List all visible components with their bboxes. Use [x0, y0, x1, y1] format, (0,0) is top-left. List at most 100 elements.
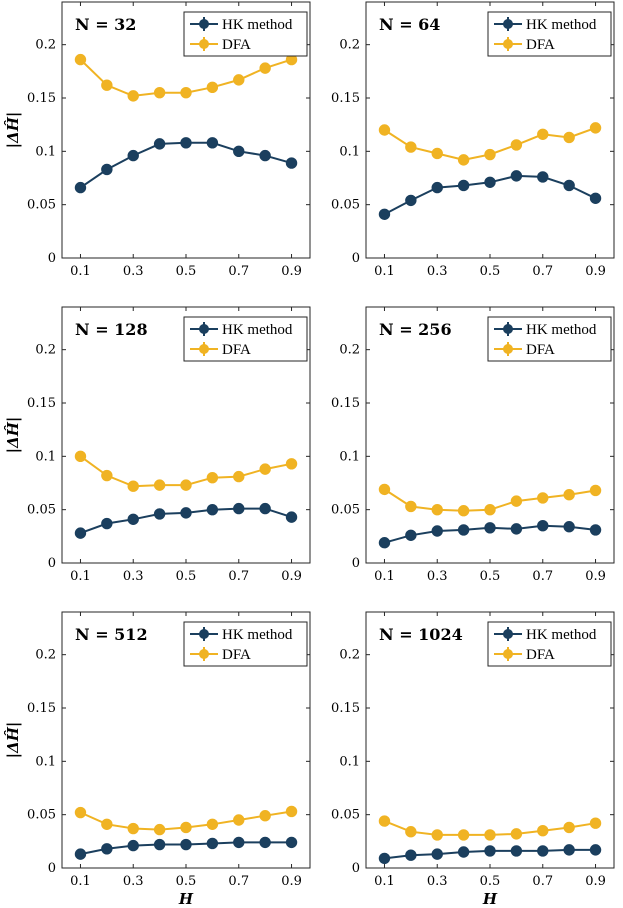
data-point-dfa	[233, 470, 245, 483]
data-point-dfa	[484, 148, 496, 161]
legend-marker	[199, 39, 209, 49]
data-point-hk-method	[285, 157, 298, 169]
x-tick-label: 0.7	[228, 264, 249, 279]
x-tick-label: 0.9	[585, 874, 606, 889]
legend: HK method DFA	[487, 621, 612, 667]
data-point-hk-method	[153, 138, 166, 150]
data-point-dfa	[180, 479, 192, 491]
data-point-hk-method	[457, 179, 470, 192]
data-point-hk-method	[378, 537, 391, 549]
data-point-dfa	[285, 458, 298, 470]
x-tick-label: 0.5	[480, 264, 501, 279]
data-point-hk-method	[101, 163, 113, 176]
y-tick-label: 0.2	[339, 343, 360, 358]
x-tick-label: 0.9	[281, 264, 302, 279]
legend-marker	[503, 19, 513, 29]
data-point-dfa	[259, 463, 271, 475]
legend-marker	[503, 39, 513, 49]
y-tick-label: 0.15	[331, 91, 360, 106]
panel-1: 0 0.05 0.1 0.15 0.2 0.1 0.3 0.5 0.7 0.9 N = 32 HK m…	[4, 1, 311, 279]
data-point-dfa	[405, 141, 417, 153]
data-point-dfa	[206, 81, 219, 94]
data-point-dfa	[101, 818, 113, 830]
data-point-dfa	[153, 823, 166, 836]
data-point-hk-method	[510, 845, 523, 857]
y-tick-label: 0.2	[35, 648, 56, 663]
x-tick-label: 0.5	[480, 569, 501, 584]
data-point-hk-method	[484, 176, 496, 188]
data-point-dfa	[74, 53, 87, 66]
x-tick-label: 0.3	[427, 874, 448, 889]
y-tick-label: 0	[352, 556, 360, 571]
x-tick-label: 0.5	[176, 874, 197, 889]
y-tick-label: 0.15	[331, 701, 360, 716]
data-point-hk-method	[101, 517, 113, 530]
x-tick-label: 0.1	[374, 874, 395, 889]
data-point-dfa	[74, 450, 87, 463]
data-point-hk-method	[510, 523, 523, 535]
data-point-hk-method	[405, 849, 417, 861]
data-point-hk-method	[484, 845, 496, 857]
data-point-hk-method	[563, 844, 575, 856]
x-tick-label: 0.1	[374, 569, 395, 584]
y-tick-label: 0	[48, 251, 56, 266]
legend-label: DFA	[222, 342, 251, 358]
data-point-hk-method	[563, 179, 575, 192]
x-tick-label: 0.9	[281, 569, 302, 584]
data-point-hk-method	[153, 508, 166, 520]
data-point-dfa	[259, 62, 271, 74]
data-point-dfa	[233, 74, 245, 86]
y-tick-label: 0.15	[331, 396, 360, 411]
data-point-hk-method	[484, 522, 496, 534]
y-tick-label: 0.15	[27, 396, 56, 411]
x-tick-label: 0.7	[228, 569, 249, 584]
legend-marker	[503, 629, 513, 639]
data-point-hk-method	[431, 525, 443, 537]
data-point-hk-method	[206, 137, 219, 149]
x-tick-label: 0.7	[532, 264, 553, 279]
legend-label: HK method	[222, 627, 293, 643]
data-point-dfa	[378, 124, 391, 136]
legend-label: DFA	[526, 647, 555, 663]
x-tick-label: 0.9	[585, 264, 606, 279]
data-point-hk-method	[127, 513, 139, 525]
data-point-dfa	[378, 815, 391, 827]
y-tick-label: 0.1	[339, 449, 360, 464]
panel-title: N = 128	[75, 320, 148, 339]
data-point-hk-method	[285, 836, 298, 849]
panel-title: N = 256	[379, 320, 452, 339]
x-tick-label: 0.1	[70, 569, 91, 584]
legend-label: DFA	[526, 342, 555, 358]
x-tick-label: 0.9	[281, 874, 302, 889]
data-point-hk-method	[233, 145, 245, 158]
data-point-hk-method	[431, 848, 443, 860]
data-point-hk-method	[127, 839, 139, 852]
legend-marker	[503, 324, 513, 334]
data-point-hk-method	[101, 843, 113, 855]
y-tick-label: 0.15	[27, 91, 56, 106]
data-point-hk-method	[537, 519, 549, 532]
data-point-dfa	[127, 480, 139, 492]
y-tick-label: 0.2	[35, 343, 56, 358]
y-tick-label: 0.1	[339, 754, 360, 769]
data-point-dfa	[457, 829, 470, 841]
x-tick-label: 0.7	[532, 569, 553, 584]
data-point-dfa	[510, 495, 523, 507]
panel-3: 0 0.05 0.1 0.15 0.2 0.1 0.3 0.5 0.7 0.9 N = 128 HK …	[4, 306, 311, 584]
data-point-hk-method	[537, 171, 549, 183]
y-tick-label: 0	[48, 556, 56, 571]
legend: HK method DFA	[183, 11, 308, 57]
data-point-dfa	[405, 826, 417, 838]
data-point-hk-method	[233, 502, 245, 515]
y-tick-label: 0.15	[27, 701, 56, 716]
x-tick-label: 0.7	[228, 874, 249, 889]
data-point-dfa	[378, 483, 391, 496]
data-point-hk-method	[206, 837, 219, 850]
x-tick-label: 0.7	[532, 874, 553, 889]
data-point-hk-method	[259, 149, 271, 162]
legend-marker	[503, 344, 513, 354]
x-tick-label: 0.1	[70, 264, 91, 279]
x-tick-label: 0.3	[427, 569, 448, 584]
data-point-dfa	[206, 471, 219, 484]
y-tick-label: 0.05	[331, 503, 360, 518]
